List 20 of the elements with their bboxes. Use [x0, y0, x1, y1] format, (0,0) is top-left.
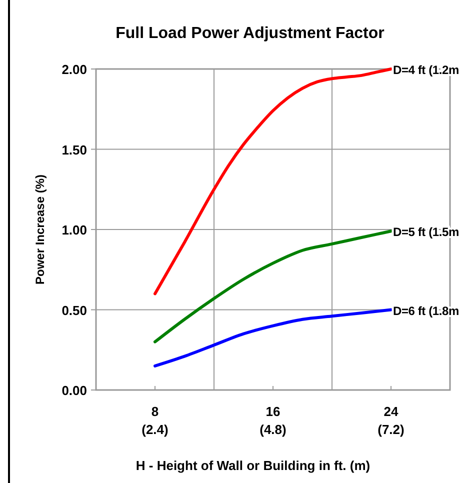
y-tick-label: 2.00 [62, 62, 87, 77]
x2-tick-label: (2.4) [142, 422, 168, 437]
x-tick-label: 24 [384, 404, 399, 419]
y-tick-label: 1.00 [62, 222, 87, 238]
x-axis-title: H - Height of Wall or Building in ft. (m) [136, 458, 370, 473]
series-label: D=6 ft (1.8m [393, 304, 459, 318]
y-tick-label: 1.50 [62, 142, 87, 158]
line-series [154, 308, 392, 368]
series-label: D=5 ft (1.5m [393, 225, 459, 240]
x2-tick-label: (7.2) [378, 422, 404, 437]
x2-tick-label: (4.8) [260, 422, 286, 437]
y-axis-title: Power Increase (%) [33, 174, 47, 285]
y-tick-label: 0.50 [62, 302, 87, 318]
x-tick-label: 16 [266, 404, 280, 419]
line-series [154, 230, 392, 344]
x-tick-label: 8 [151, 404, 159, 419]
line-series [154, 68, 392, 296]
series-label: D=4 ft (1.2m [393, 63, 459, 77]
y-tick-label: 0.00 [62, 383, 87, 398]
chart-title: Full Load Power Adjustment Factor [116, 25, 384, 42]
